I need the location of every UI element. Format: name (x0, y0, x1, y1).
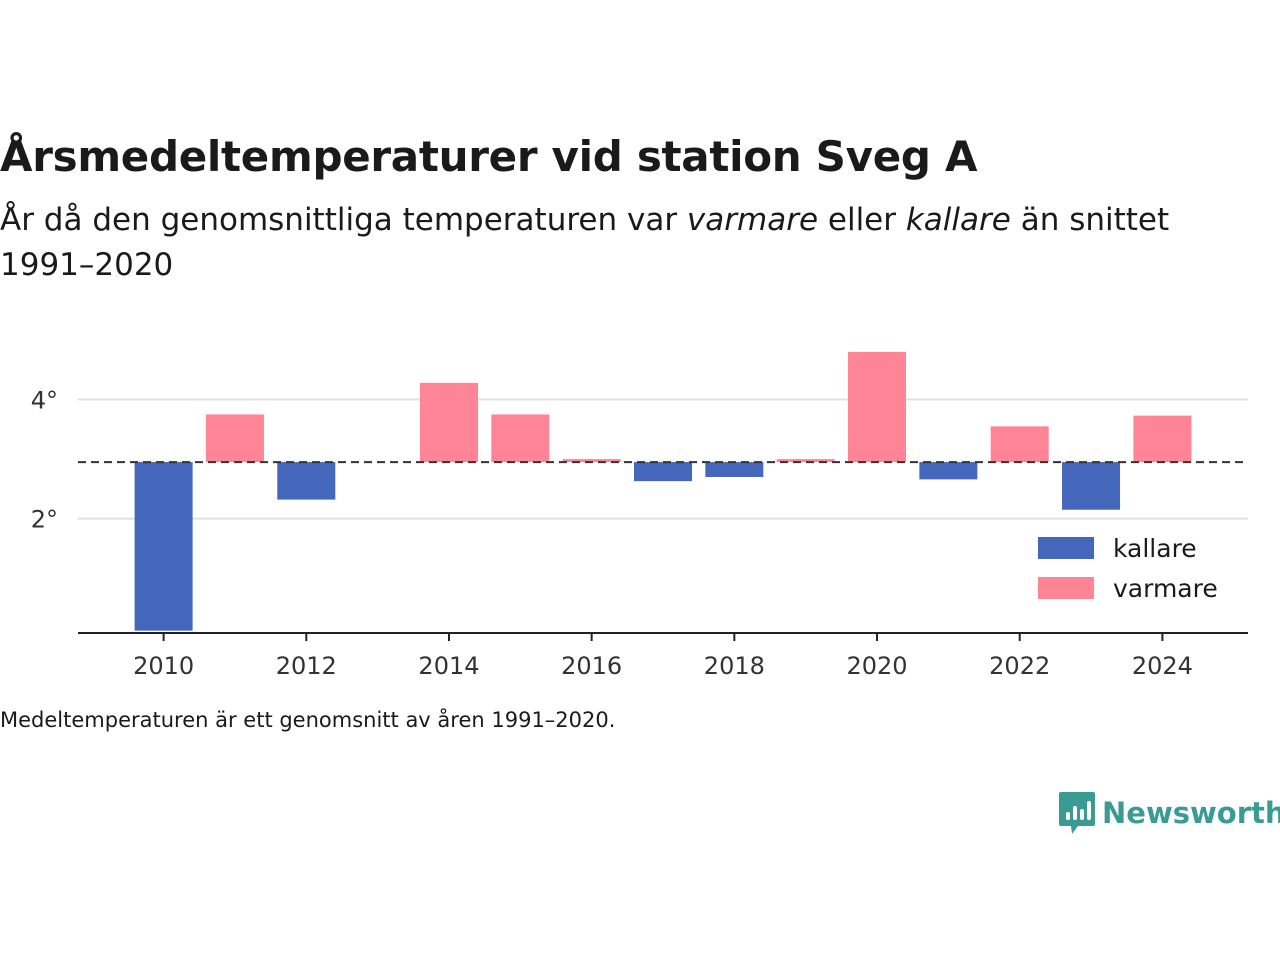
gridlines (78, 398, 1248, 520)
bar-2024 (1133, 415, 1192, 463)
bar-2022 (990, 426, 1049, 463)
subtitle-text-start: År då den genomsnittliga temperaturen va… (0, 202, 687, 238)
newsworthy-logo: Newsworthy (1058, 790, 1280, 836)
y-axis-ticks: 2° 4° (31, 387, 58, 534)
y-tick-label: 2° (31, 506, 58, 534)
x-tick-label: 2014 (418, 652, 479, 680)
bar-chart: 2° 4° 2010 2012 2014 2016 2018 2020 2022 2024 ka… (31, 351, 1248, 680)
legend-label-varmare: varmare (1113, 574, 1218, 603)
bars (134, 351, 1192, 631)
footnote: Medeltemperaturen är ett genomsnitt av å… (0, 708, 616, 732)
bar-2020 (848, 351, 907, 463)
bar-2011 (205, 414, 264, 463)
logo-text: Newsworthy (1102, 796, 1280, 830)
subtitle-warm-word: varmare (686, 202, 819, 238)
y-tick-label: 4° (31, 387, 58, 415)
bar-2016 (562, 459, 621, 463)
bar-2021 (919, 462, 978, 480)
legend-swatch-varmare (1038, 577, 1094, 599)
x-tick-label: 2012 (276, 652, 337, 680)
bar-2014 (419, 382, 478, 463)
x-axis-ticks: 2010 2012 2014 2016 2018 2020 2022 2024 (133, 633, 1193, 680)
chart-title: Årsmedeltemperaturer vid station Sveg A (0, 132, 978, 181)
subtitle-cold-word: kallare (905, 202, 1011, 238)
x-tick-label: 2016 (561, 652, 622, 680)
legend-label-kallare: kallare (1113, 534, 1197, 563)
x-tick-label: 2010 (133, 652, 194, 680)
x-tick-label: 2022 (989, 652, 1050, 680)
legend: kallare varmare (1030, 524, 1230, 614)
bar-2017 (634, 462, 692, 482)
bar-2012 (277, 462, 336, 500)
bar-2023 (1062, 462, 1121, 510)
bar-2015 (491, 414, 550, 463)
bar-2019 (776, 459, 835, 463)
x-tick-label: 2024 (1132, 652, 1193, 680)
chart-speech-bubble-icon (1059, 792, 1095, 834)
subtitle-text-middle: eller (818, 202, 906, 238)
x-tick-label: 2018 (704, 652, 765, 680)
subtitle-text-end: än snittet 1991–2020 (0, 202, 1170, 283)
x-tick-label: 2020 (846, 652, 907, 680)
legend-swatch-kallare (1038, 537, 1094, 559)
bar-2010 (134, 462, 193, 631)
bar-2018 (705, 462, 764, 477)
chart-subtitle: År då den genomsnittliga temperaturen va… (0, 198, 1200, 288)
